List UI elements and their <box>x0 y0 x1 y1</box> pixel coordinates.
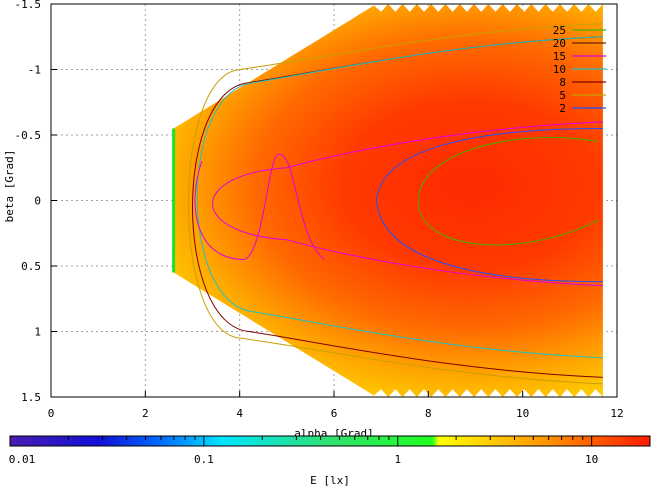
y-tick-label: -0.5 <box>15 129 42 142</box>
y-tick-label: 0.5 <box>21 260 41 273</box>
x-tick-label: 0 <box>48 407 55 420</box>
y-tick-label: 0 <box>34 195 41 208</box>
contour-line-5 <box>187 23 603 385</box>
colorbar-tick-label: 0.1 <box>194 453 214 466</box>
legend-label-10: 10 <box>553 63 566 76</box>
contour-line-25 <box>417 137 599 246</box>
legend-label-20: 20 <box>553 37 566 50</box>
y-tick-label: 1.5 <box>21 391 41 404</box>
y-tick-label: -1 <box>28 64 41 77</box>
legend-label-8: 8 <box>559 76 566 89</box>
contour-line-10 <box>196 36 603 359</box>
legend-label-2: 2 <box>559 102 566 115</box>
colorbar-gradient <box>9 435 651 447</box>
colorbar-tick-label: 0.01 <box>9 453 36 466</box>
colorbar: 0.01 0.1 1 10 <box>9 435 651 466</box>
x-tick-label: 12 <box>610 407 623 420</box>
y-tick-label: -1.5 <box>15 0 42 11</box>
legend-label-15: 15 <box>553 50 566 63</box>
y-axis-label: beta [Grad] <box>3 150 16 223</box>
x-tick-label: 4 <box>236 407 243 420</box>
colorbar-ticks: 0.01 0.1 1 10 <box>9 436 651 466</box>
colorbar-label: E [lx] <box>310 474 350 486</box>
x-tick-label: 6 <box>331 407 338 420</box>
colorbar-tick-label: 1 <box>394 453 401 466</box>
contour-line-2 <box>375 127 603 283</box>
illuminance-region <box>173 4 603 397</box>
x-tick-label: 10 <box>516 407 529 420</box>
colorbar-tick-label: 10 <box>585 453 598 466</box>
axis-ticks: 0 2 4 6 8 10 12-1.5-1-0.500.511.5 <box>15 0 624 420</box>
legend-label-5: 5 <box>559 89 566 102</box>
legend-label-25: 25 <box>553 24 566 37</box>
y-tick-label: 1 <box>34 326 41 339</box>
contour-lines <box>187 23 603 385</box>
contour-line-15 <box>212 121 603 287</box>
x-tick-label: 2 <box>142 407 149 420</box>
x-tick-label: 8 <box>425 407 432 420</box>
contour-line-15-inner <box>194 154 325 260</box>
plot-area: 0 2 4 6 8 10 12-1.5-1-0.500.511.5 <box>15 0 624 420</box>
